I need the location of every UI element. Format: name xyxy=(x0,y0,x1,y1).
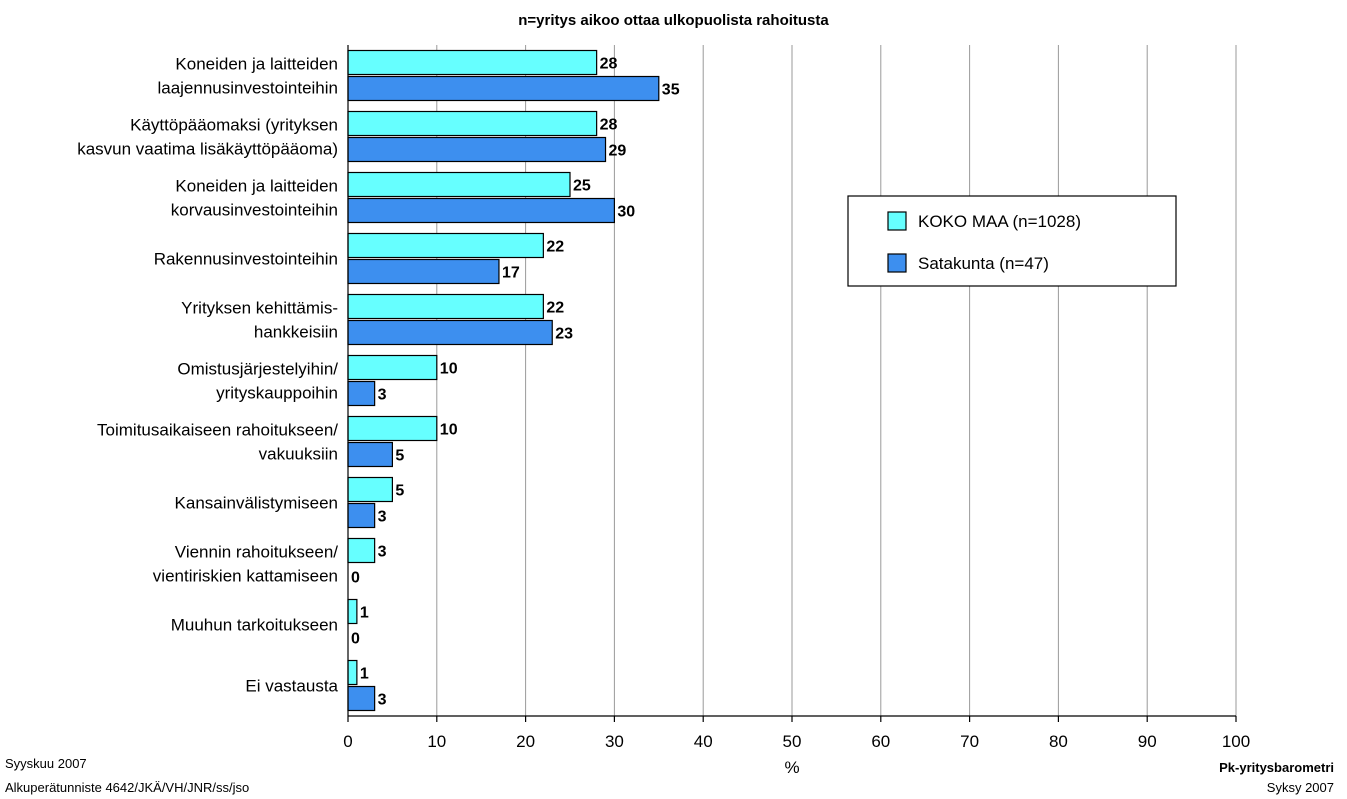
category-label: Koneiden ja laitteiden xyxy=(175,177,338,196)
bar-value-label: 30 xyxy=(617,204,635,221)
bar-value-label: 1 xyxy=(360,605,369,622)
x-axis-label: % xyxy=(784,758,799,777)
footer-season: Syksy 2007 xyxy=(1266,780,1334,795)
category-label: Toimitusaikaiseen rahoitukseen/ xyxy=(97,421,338,440)
chart-subtitle: n=yritys aikoo ottaa ulkopuolista rahoit… xyxy=(518,12,829,29)
category-label: Yrityksen kehittämis- xyxy=(181,299,338,318)
bar xyxy=(347,293,544,320)
bar xyxy=(347,197,615,224)
legend-box xyxy=(847,195,1177,287)
bar xyxy=(347,502,376,529)
bar xyxy=(347,49,598,76)
category-label: korvausinvestointeihin xyxy=(171,201,338,220)
x-tick-label: 10 xyxy=(427,732,446,751)
bar-value-label: 5 xyxy=(395,483,404,500)
bar xyxy=(347,232,544,259)
bar xyxy=(347,537,376,564)
category-label: Rakennusinvestointeihin xyxy=(154,250,338,269)
bar-value-label: 22 xyxy=(546,239,564,256)
category-label: Muuhun tarkoitukseen xyxy=(171,616,338,635)
category-label: Koneiden ja laitteiden xyxy=(175,55,338,74)
bar xyxy=(347,441,394,468)
bar-value-label: 29 xyxy=(609,143,627,160)
bar-value-label: 3 xyxy=(378,692,387,709)
bar-value-label: 25 xyxy=(573,178,591,195)
legend: KOKO MAA (n=1028) Satakunta (n=47) xyxy=(847,195,1177,287)
bar xyxy=(347,415,438,442)
footer-date: Syyskuu 2007 xyxy=(5,756,87,771)
category-label: laajennusinvestointeihin xyxy=(157,79,338,98)
bar xyxy=(347,380,376,407)
x-tick-label: 20 xyxy=(516,732,535,751)
category-label: Kansainvälistymiseen xyxy=(175,494,338,513)
legend-swatch xyxy=(887,211,907,231)
bar-value-label: 10 xyxy=(440,361,458,378)
bar-value-label: 1 xyxy=(360,666,369,683)
x-tick-label: 60 xyxy=(871,732,890,751)
bar xyxy=(347,685,376,712)
category-labels: Koneiden ja laitteiden laajennusinvestoin… xyxy=(77,55,338,696)
x-tick-label: 70 xyxy=(960,732,979,751)
category-label: Viennin rahoitukseen/ xyxy=(175,543,338,562)
bar xyxy=(347,476,394,503)
x-tick-label: 30 xyxy=(605,732,624,751)
category-label: kasvun vaatima lisäkäyttöpääoma) xyxy=(77,140,338,159)
legend-label: KOKO MAA (n=1028) xyxy=(918,212,1081,231)
bar-value-label: 3 xyxy=(378,544,387,561)
bar-value-label: 35 xyxy=(662,82,680,99)
category-label: vakuuksiin xyxy=(259,445,338,464)
bar-value-label: 5 xyxy=(395,448,404,465)
bar xyxy=(347,659,358,686)
x-tick-label: 40 xyxy=(694,732,713,751)
x-tick-label: 100 xyxy=(1222,732,1250,751)
bar-value-label: 3 xyxy=(378,509,387,526)
bar xyxy=(347,258,500,285)
bar-value-label: 23 xyxy=(555,326,573,343)
bar xyxy=(347,110,598,137)
bar-value-label: 3 xyxy=(378,387,387,404)
bar xyxy=(347,598,358,625)
legend-swatch xyxy=(887,253,907,273)
category-label: yrityskauppoihin xyxy=(216,384,338,403)
x-axis: 0 10 20 30 40 50 60 70 80 90 100% xyxy=(343,45,1250,777)
bar xyxy=(347,354,438,381)
x-tick-label: 80 xyxy=(1049,732,1068,751)
category-label: Omistusjärjestelyihin/ xyxy=(177,360,338,379)
category-label: hankkeisiin xyxy=(254,323,338,342)
bar-value-label: 28 xyxy=(600,56,618,73)
bar-value-label: 22 xyxy=(546,300,564,317)
category-label: vientiriskien kattamiseen xyxy=(153,567,338,586)
bar xyxy=(347,75,660,102)
x-tick-label: 0 xyxy=(343,732,352,751)
footer-brand: Pk-yritysbarometri xyxy=(1219,760,1334,775)
category-label: Ei vastausta xyxy=(245,677,338,696)
x-tick-label: 90 xyxy=(1138,732,1157,751)
category-label: Käyttöpääomaksi (yrityksen xyxy=(130,116,338,135)
bar-value-label: 17 xyxy=(502,265,520,282)
legend-label: Satakunta (n=47) xyxy=(918,254,1049,273)
bar xyxy=(347,136,607,163)
bar-value-label: 0 xyxy=(351,631,360,648)
bar xyxy=(347,171,571,198)
bar-value-label: 28 xyxy=(600,117,618,134)
x-tick-label: 50 xyxy=(783,732,802,751)
bar xyxy=(347,319,553,346)
grid-lines xyxy=(436,45,1237,716)
footer-source-id: Alkuperätunniste 4642/JKÄ/VH/JNR/ss/jso xyxy=(5,780,250,795)
bar-value-label: 0 xyxy=(351,570,360,587)
bar-value-label: 10 xyxy=(440,422,458,439)
